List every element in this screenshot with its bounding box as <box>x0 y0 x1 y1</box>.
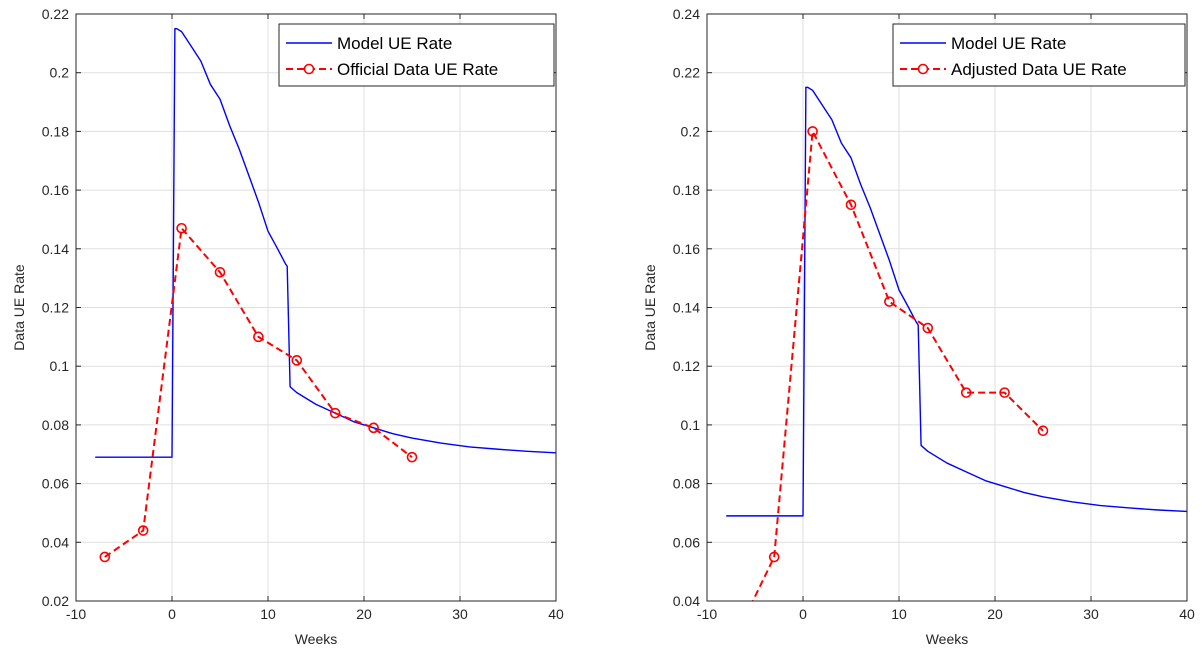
x-tick-label: 20 <box>987 606 1003 622</box>
y-tick-label: 0.08 <box>673 476 700 492</box>
y-axis-label: Data UE Rate <box>11 264 27 351</box>
x-tick-label: 20 <box>356 606 372 622</box>
y-tick-label: 0.24 <box>673 6 700 22</box>
legend: Model UE Rate Adjusted Data UE Rate <box>892 23 1186 87</box>
x-tick-label: 0 <box>799 606 807 622</box>
data-point <box>99 551 111 563</box>
data-point <box>960 387 972 398</box>
y-tick-label: 0.18 <box>42 123 69 139</box>
y-tick-label: 0.08 <box>42 417 69 433</box>
y-tick-label: 0.22 <box>673 65 700 81</box>
data-point <box>807 126 818 137</box>
x-tick-label: 40 <box>548 606 564 622</box>
series-line-2 <box>751 130 1044 601</box>
legend-label: Adjusted Data UE Rate <box>951 60 1127 79</box>
x-tick-label: -10 <box>66 606 86 622</box>
data-point <box>845 199 857 211</box>
series-line-1 <box>726 86 1187 517</box>
y-tick-label: 0.06 <box>673 534 700 550</box>
y-tick-label: 0.14 <box>673 300 700 316</box>
y-tick-label: 0.1 <box>50 358 70 374</box>
data-point <box>329 407 341 419</box>
y-tick-label: 0.02 <box>42 593 69 609</box>
y-tick-label: 0.2 <box>681 123 701 139</box>
legend-swatch-marker <box>917 63 929 75</box>
series-group <box>95 27 556 563</box>
legend-label: Official Data UE Rate <box>337 60 498 79</box>
x-axis-label: Weeks <box>926 631 969 647</box>
data-point <box>406 451 418 463</box>
y-tick-label: 0.06 <box>42 476 69 492</box>
y-tick-label: 0.14 <box>42 241 69 257</box>
y-tick-label: 0.04 <box>673 593 700 609</box>
left-chart-panel: -10 0 10 20 30 40 0.02 0.04 0.06 0.08 0.1 0.12 0.14 0… <box>11 6 564 647</box>
data-point <box>214 266 226 278</box>
series-group <box>726 86 1187 641</box>
data-point <box>731 632 740 641</box>
y-axis-label: Data UE Rate <box>642 264 658 351</box>
x-axis-label: Weeks <box>295 631 338 647</box>
y-tick-label: 0.04 <box>42 534 69 550</box>
legend-box <box>278 23 555 87</box>
y-tick-label: 0.2 <box>50 65 70 81</box>
right-chart-panel: -10 0 10 20 30 40 0.04 0.06 0.08 0.1 0.12 0.14 0.16 0… <box>642 6 1195 647</box>
x-tick-label: 10 <box>260 606 276 622</box>
legend: Model UE Rate Official Data UE Rate <box>278 23 555 87</box>
data-point <box>176 222 187 234</box>
y-tick-label: 0.18 <box>673 182 700 198</box>
y-tick-label: 0.16 <box>673 241 700 257</box>
data-point <box>368 422 379 434</box>
series-line-1 <box>95 27 556 458</box>
x-tick-label: -10 <box>697 606 717 622</box>
legend-label: Model UE Rate <box>951 34 1066 53</box>
y-tick-label: 0.12 <box>673 358 700 374</box>
x-tick-label: 40 <box>1179 606 1195 622</box>
x-tick-label: 30 <box>452 606 468 622</box>
data-point <box>922 322 934 334</box>
y-tick-label: 0.12 <box>42 300 69 316</box>
legend-label: Model UE Rate <box>337 34 452 53</box>
series-line-2 <box>104 227 413 558</box>
data-point <box>137 525 149 536</box>
x-tick-label: 0 <box>168 606 176 622</box>
data-point <box>253 331 264 343</box>
x-tick-label: 30 <box>1083 606 1099 622</box>
data-point <box>768 551 780 563</box>
legend-box <box>892 23 1186 87</box>
data-point <box>1037 425 1049 437</box>
y-tick-label: 0.1 <box>681 417 701 433</box>
legend-swatch-marker <box>303 63 315 75</box>
y-tick-label: 0.16 <box>42 182 69 198</box>
x-tick-label: 10 <box>891 606 907 622</box>
y-tick-label: 0.22 <box>42 6 69 22</box>
data-point <box>291 355 303 366</box>
data-point <box>999 387 1010 398</box>
data-point <box>884 296 895 307</box>
